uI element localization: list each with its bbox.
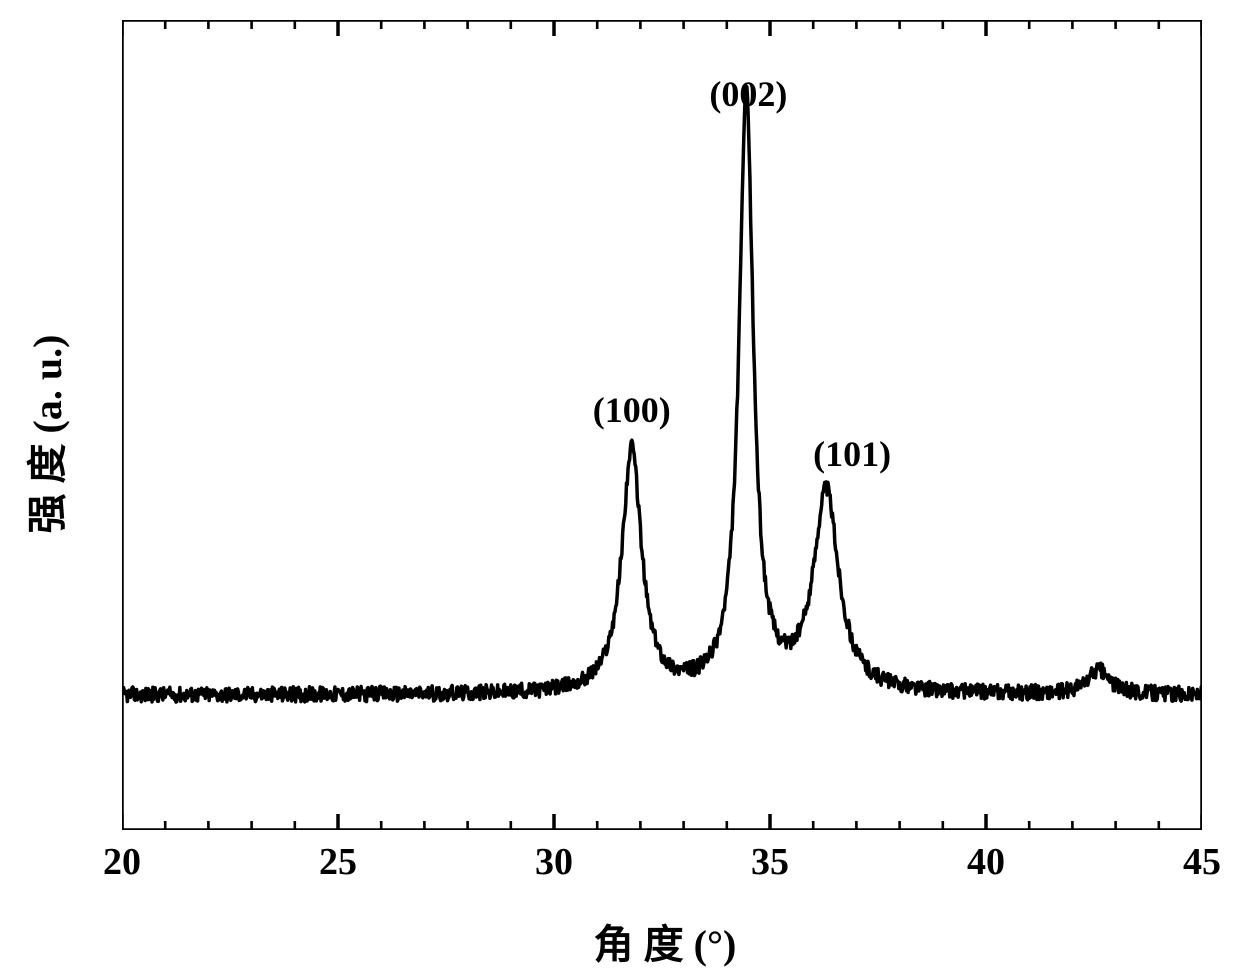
peak-label: (100) [593, 389, 671, 431]
x-axis-label: 角 度 (°) [555, 912, 775, 970]
x-tick-label: 35 [751, 840, 789, 884]
y-axis-label: 强 度 (a. u.) [15, 334, 73, 534]
x-tick-label: 20 [103, 840, 141, 884]
x-tick-label: 25 [319, 840, 357, 884]
x-tick-label: 40 [967, 840, 1005, 884]
xrd-figure: 强 度 (a. u.) 20 25 30 35 40 45 (100) (002) (101)… [0, 0, 1240, 977]
x-tick-label: 30 [535, 840, 573, 884]
x-tick-label: 45 [1183, 840, 1221, 884]
peak-label: (002) [709, 73, 787, 115]
peak-label: (101) [813, 433, 891, 475]
